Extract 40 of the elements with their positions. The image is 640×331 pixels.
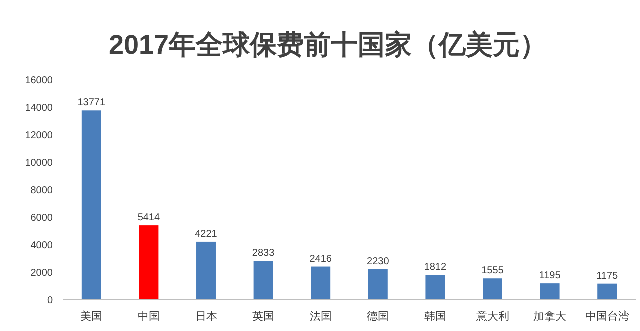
y-tick-label: 6000 bbox=[30, 213, 54, 224]
x-tick-label: 法国 bbox=[310, 310, 332, 323]
x-tick-label: 韩国 bbox=[424, 310, 446, 323]
data-label: 1812 bbox=[424, 262, 448, 274]
bar bbox=[483, 278, 502, 300]
data-label: 5414 bbox=[138, 212, 161, 224]
bar bbox=[311, 266, 331, 300]
data-label: 1195 bbox=[539, 270, 562, 282]
bar bbox=[426, 275, 446, 300]
y-tick-label: 10000 bbox=[25, 158, 54, 169]
data-label: 13771 bbox=[78, 98, 106, 109]
data-label: 1175 bbox=[596, 270, 619, 282]
data-label: 2833 bbox=[252, 248, 276, 260]
bar bbox=[368, 269, 388, 300]
y-tick-label: 0 bbox=[47, 296, 54, 306]
x-tick-label: 意大利 bbox=[475, 310, 510, 323]
data-label: 2416 bbox=[310, 254, 332, 265]
y-tick-label: 4000 bbox=[30, 240, 54, 252]
y-tick-label: 14000 bbox=[25, 103, 54, 114]
data-label: 1555 bbox=[482, 266, 504, 277]
y-tick-label: 2000 bbox=[30, 268, 54, 279]
chart-title: 2017年全球保费前十国家（亿美元） bbox=[108, 30, 548, 60]
data-label: 2230 bbox=[367, 256, 390, 268]
x-tick-label: 英国 bbox=[252, 310, 275, 323]
data-label: 4221 bbox=[195, 228, 218, 240]
y-tick-label: 8000 bbox=[30, 186, 54, 196]
x-tick-label: 中国台湾 bbox=[585, 310, 630, 323]
x-tick-label: 德国 bbox=[367, 311, 390, 323]
bar bbox=[196, 242, 216, 300]
x-tick-label: 美国 bbox=[80, 310, 103, 323]
bar bbox=[254, 261, 274, 300]
y-tick-label: 16000 bbox=[25, 76, 54, 86]
bar bbox=[82, 110, 102, 300]
x-tick-label: 加拿大 bbox=[534, 310, 567, 323]
bar bbox=[139, 226, 159, 300]
bar bbox=[598, 284, 618, 300]
x-tick-label: 日本 bbox=[195, 310, 218, 323]
bar bbox=[540, 284, 560, 300]
x-tick-label: 中国 bbox=[138, 310, 160, 323]
y-tick-label: 12000 bbox=[25, 130, 54, 142]
